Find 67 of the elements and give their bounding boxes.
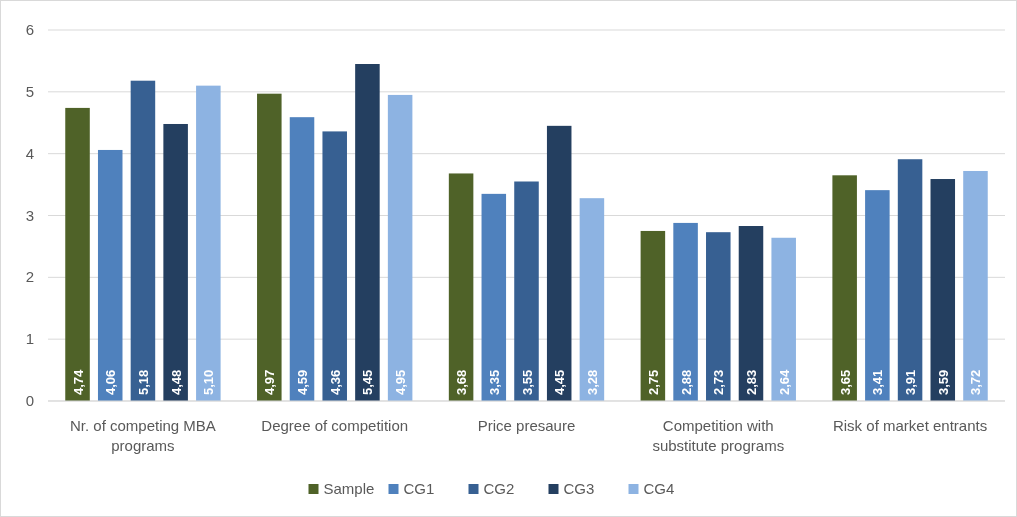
bar bbox=[130, 80, 156, 401]
data-label: 2,75 bbox=[645, 369, 661, 395]
data-label: 2,64 bbox=[776, 368, 792, 395]
bar bbox=[65, 107, 90, 401]
y-tick-label: 5 bbox=[25, 82, 34, 100]
bar bbox=[257, 93, 282, 401]
bar bbox=[865, 190, 890, 401]
legend-label: CG1 bbox=[403, 480, 435, 497]
data-label: 2,73 bbox=[711, 369, 727, 395]
data-label: 4,48 bbox=[168, 369, 184, 395]
bar bbox=[706, 232, 731, 401]
bar bbox=[546, 125, 572, 401]
bar bbox=[738, 226, 764, 401]
bar bbox=[673, 222, 698, 401]
bar bbox=[930, 179, 956, 401]
data-label: 2,88 bbox=[678, 369, 694, 395]
legend-label: CG3 bbox=[563, 480, 595, 497]
y-tick-label: 4 bbox=[25, 144, 34, 162]
legend-label: Sample bbox=[323, 480, 375, 497]
data-label: 5,10 bbox=[201, 369, 217, 395]
x-tick-label: Price presaure bbox=[477, 417, 576, 434]
bar bbox=[196, 85, 221, 401]
y-tick-label: 6 bbox=[25, 21, 34, 38]
bar bbox=[579, 198, 605, 401]
data-label: 4,97 bbox=[262, 369, 278, 395]
bar bbox=[163, 123, 188, 401]
bar bbox=[640, 230, 666, 401]
data-label: 3,41 bbox=[870, 369, 886, 395]
x-tick-label: Nr. of competing MBA programs bbox=[69, 417, 216, 454]
bar bbox=[963, 170, 988, 401]
data-label: 4,45 bbox=[552, 369, 568, 395]
bar bbox=[97, 149, 123, 401]
y-tick-label: 1 bbox=[25, 330, 34, 348]
bar bbox=[832, 175, 857, 401]
data-label: 3,72 bbox=[968, 369, 984, 395]
y-tick-label: 2 bbox=[25, 268, 34, 286]
bar bbox=[771, 237, 796, 401]
data-label: 3,91 bbox=[903, 369, 919, 395]
bar bbox=[448, 173, 474, 401]
bar bbox=[387, 94, 413, 401]
x-tick-label: Risk of market entrants bbox=[832, 417, 988, 434]
y-tick-label: 3 bbox=[25, 206, 34, 224]
data-label: 4,06 bbox=[103, 369, 119, 395]
data-label: 4,95 bbox=[393, 369, 409, 395]
x-tick-label: Degree of competition bbox=[261, 417, 409, 434]
y-tick-label: 0 bbox=[25, 392, 34, 409]
bar bbox=[514, 181, 539, 401]
data-label: 4,36 bbox=[327, 369, 343, 395]
data-label: 3,59 bbox=[935, 369, 951, 395]
legend-label: CG4 bbox=[643, 480, 675, 497]
data-label: 4,59 bbox=[295, 369, 311, 395]
data-label: 5,45 bbox=[360, 369, 376, 395]
data-label: 3,55 bbox=[519, 369, 535, 395]
bar bbox=[355, 64, 380, 401]
data-label: 3,68 bbox=[454, 369, 470, 395]
legend-label: CG2 bbox=[483, 480, 515, 497]
bar bbox=[322, 131, 347, 401]
data-label: 3,35 bbox=[486, 369, 502, 395]
data-label: 3,65 bbox=[837, 369, 853, 395]
x-tick-label: Competition with substitute programs bbox=[652, 417, 785, 454]
bar bbox=[897, 159, 923, 401]
data-label: 4,74 bbox=[70, 368, 86, 395]
data-label: 5,18 bbox=[135, 369, 151, 395]
bar bbox=[481, 193, 507, 401]
data-label: 3,28 bbox=[584, 369, 600, 395]
bar bbox=[289, 117, 315, 401]
data-label: 2,83 bbox=[743, 369, 759, 395]
